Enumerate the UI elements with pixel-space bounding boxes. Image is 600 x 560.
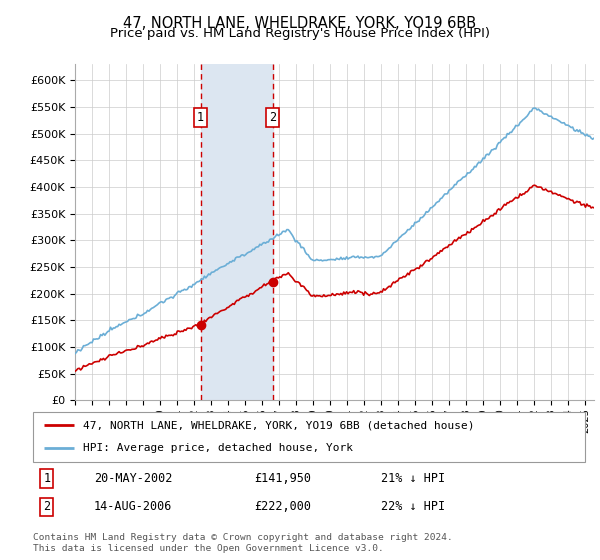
Text: Contains HM Land Registry data © Crown copyright and database right 2024.: Contains HM Land Registry data © Crown c… <box>33 533 453 542</box>
Text: 2: 2 <box>269 111 276 124</box>
FancyBboxPatch shape <box>33 412 585 462</box>
Text: £222,000: £222,000 <box>254 501 311 514</box>
Bar <box>200 64 273 400</box>
Text: 1: 1 <box>197 111 204 124</box>
Text: £141,950: £141,950 <box>254 472 311 485</box>
Text: 22% ↓ HPI: 22% ↓ HPI <box>381 501 445 514</box>
Text: Price paid vs. HM Land Registry's House Price Index (HPI): Price paid vs. HM Land Registry's House … <box>110 27 490 40</box>
Text: 1: 1 <box>43 472 50 485</box>
Text: 47, NORTH LANE, WHELDRAKE, YORK, YO19 6BB: 47, NORTH LANE, WHELDRAKE, YORK, YO19 6B… <box>124 16 476 31</box>
Text: This data is licensed under the Open Government Licence v3.0.: This data is licensed under the Open Gov… <box>33 544 384 553</box>
Text: 47, NORTH LANE, WHELDRAKE, YORK, YO19 6BB (detached house): 47, NORTH LANE, WHELDRAKE, YORK, YO19 6B… <box>83 420 474 430</box>
Text: HPI: Average price, detached house, York: HPI: Average price, detached house, York <box>83 444 353 454</box>
Text: 21% ↓ HPI: 21% ↓ HPI <box>381 472 445 485</box>
Text: 14-AUG-2006: 14-AUG-2006 <box>94 501 172 514</box>
Text: 2: 2 <box>43 501 50 514</box>
Text: 20-MAY-2002: 20-MAY-2002 <box>94 472 172 485</box>
